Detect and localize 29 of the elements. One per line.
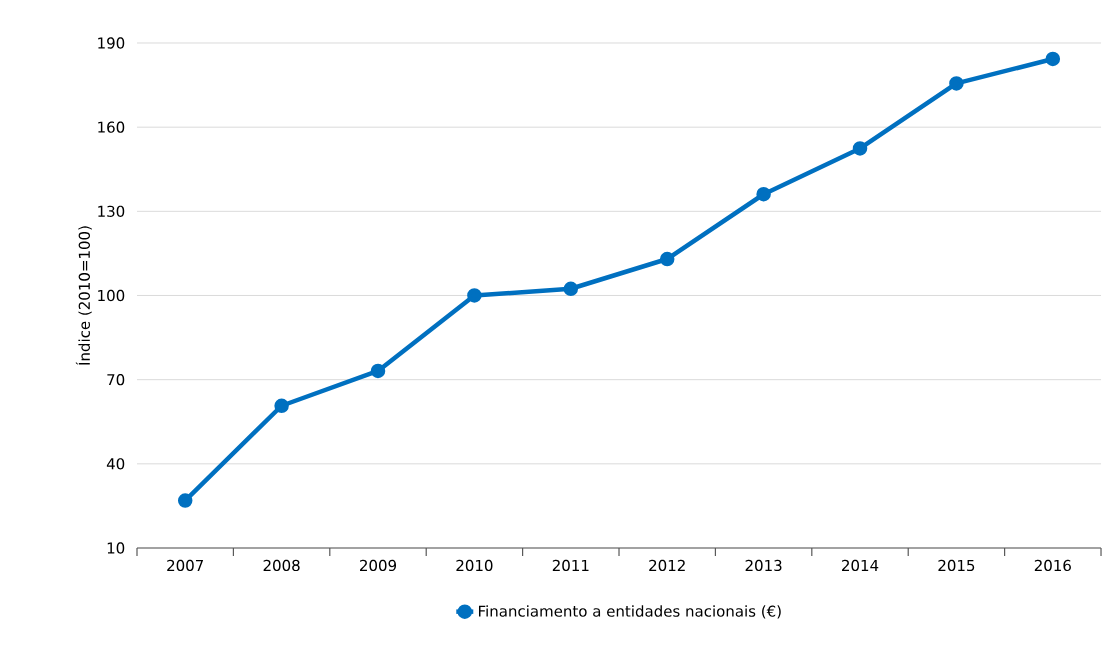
x-tick-label: 2008 xyxy=(263,559,300,572)
point xyxy=(274,398,289,414)
y-tick-label: 10 xyxy=(107,542,125,554)
y-axis-title: Índice (2010=100) xyxy=(75,226,92,365)
y-tick-label: 70 xyxy=(107,373,125,386)
x-tick-label: 2011 xyxy=(552,559,589,572)
point xyxy=(563,281,579,297)
point xyxy=(370,363,386,379)
point xyxy=(177,493,193,508)
x-tick-label: 2014 xyxy=(842,559,879,572)
point xyxy=(1045,51,1061,67)
x-tick-label: 2015 xyxy=(938,559,975,572)
point xyxy=(949,76,964,91)
point xyxy=(756,186,771,202)
x-tick-label: 2009 xyxy=(360,559,397,572)
x-tick-label: 2013 xyxy=(745,559,782,572)
y-tick-label: 100 xyxy=(98,289,125,302)
x-tick-label: 2007 xyxy=(167,559,203,572)
point xyxy=(467,288,482,303)
y-tick-label: 40 xyxy=(106,458,125,470)
y-tick-label: 160 xyxy=(98,121,125,133)
legend-label: Financiamento a entidades nacionais (€) xyxy=(478,605,781,619)
y-tick-label: 130 xyxy=(98,205,125,218)
x-tick-label: 2012 xyxy=(649,559,685,572)
x-tick-label: 2016 xyxy=(1034,559,1071,572)
point xyxy=(659,251,675,267)
x-tick-label: 2010 xyxy=(456,559,493,572)
point xyxy=(852,141,868,156)
y-tick-label: 190 xyxy=(98,37,125,49)
